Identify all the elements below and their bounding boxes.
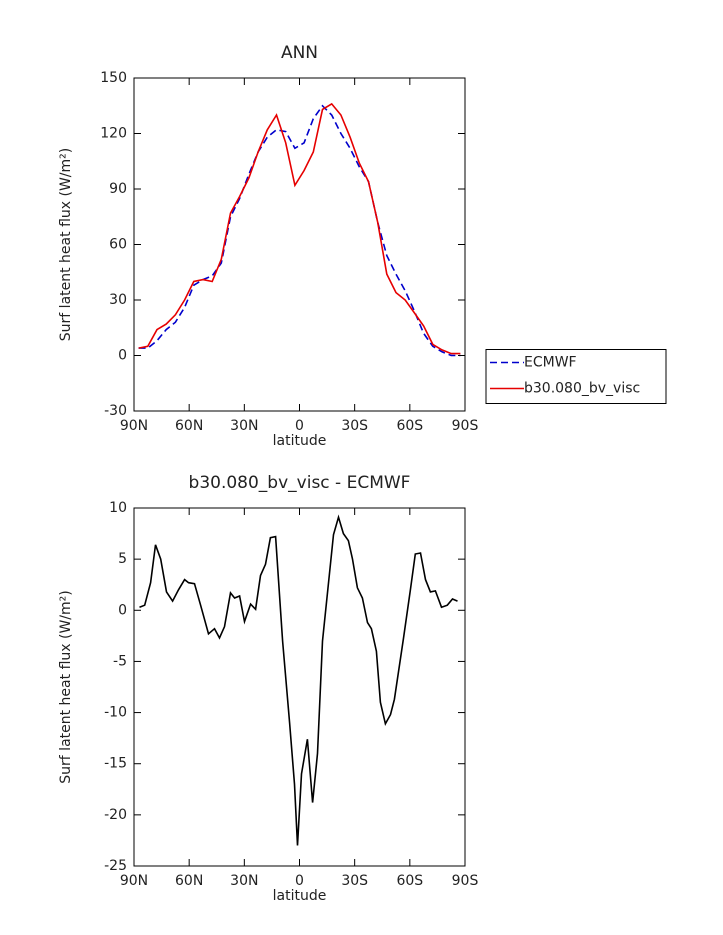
- x-tick-label: 90N: [120, 418, 148, 434]
- y-tick-label: 0: [118, 348, 127, 364]
- legend-label: b30.080_bv_visc: [524, 381, 640, 397]
- y-tick-label: 90: [109, 181, 127, 197]
- chart-title: ANN: [281, 43, 318, 63]
- y-tick-label: 0: [118, 602, 127, 618]
- y-tick-label: -25: [104, 858, 127, 874]
- y-tick-label: 30: [109, 292, 127, 308]
- y-tick-label: -30: [104, 403, 127, 419]
- y-tick-label: 150: [100, 70, 127, 86]
- x-tick-label: 60N: [175, 873, 203, 889]
- x-tick-label: 90S: [452, 418, 479, 434]
- x-tick-label: 30S: [341, 418, 368, 434]
- legend-label: ECMWF: [524, 355, 577, 371]
- x-tick-label: 30N: [230, 418, 258, 434]
- y-axis-label: Surf latent heat flux (W/m²): [58, 148, 74, 341]
- x-tick-label: 90N: [120, 873, 148, 889]
- x-tick-label: 60S: [396, 418, 423, 434]
- y-axis-label: Surf latent heat flux (W/m²): [58, 590, 74, 783]
- data-line: [138, 104, 461, 357]
- x-tick-label: 60S: [396, 873, 423, 889]
- y-tick-label: 10: [109, 500, 127, 516]
- x-tick-label: 0: [295, 873, 304, 889]
- y-tick-label: 60: [109, 237, 127, 253]
- x-tick-label: 90S: [452, 873, 479, 889]
- y-tick-label: 120: [100, 126, 127, 142]
- x-tick-label: 60N: [175, 418, 203, 434]
- x-tick-label: 30S: [341, 873, 368, 889]
- data-line: [139, 514, 458, 846]
- x-axis-label: latitude: [273, 433, 327, 449]
- y-tick-label: -10: [104, 705, 127, 721]
- y-tick-label: 5: [118, 551, 127, 567]
- legend-box: [485, 349, 667, 404]
- x-axis-label: latitude: [273, 888, 327, 904]
- x-tick-label: 30N: [230, 873, 258, 889]
- data-line: [138, 102, 461, 355]
- y-tick-label: -5: [113, 653, 127, 669]
- plot-frame: [133, 77, 466, 412]
- chart-title: b30.080_bv_visc - ECMWF: [189, 473, 411, 493]
- y-tick-label: -20: [104, 807, 127, 823]
- y-tick-label: -15: [104, 756, 127, 772]
- x-tick-label: 0: [295, 418, 304, 434]
